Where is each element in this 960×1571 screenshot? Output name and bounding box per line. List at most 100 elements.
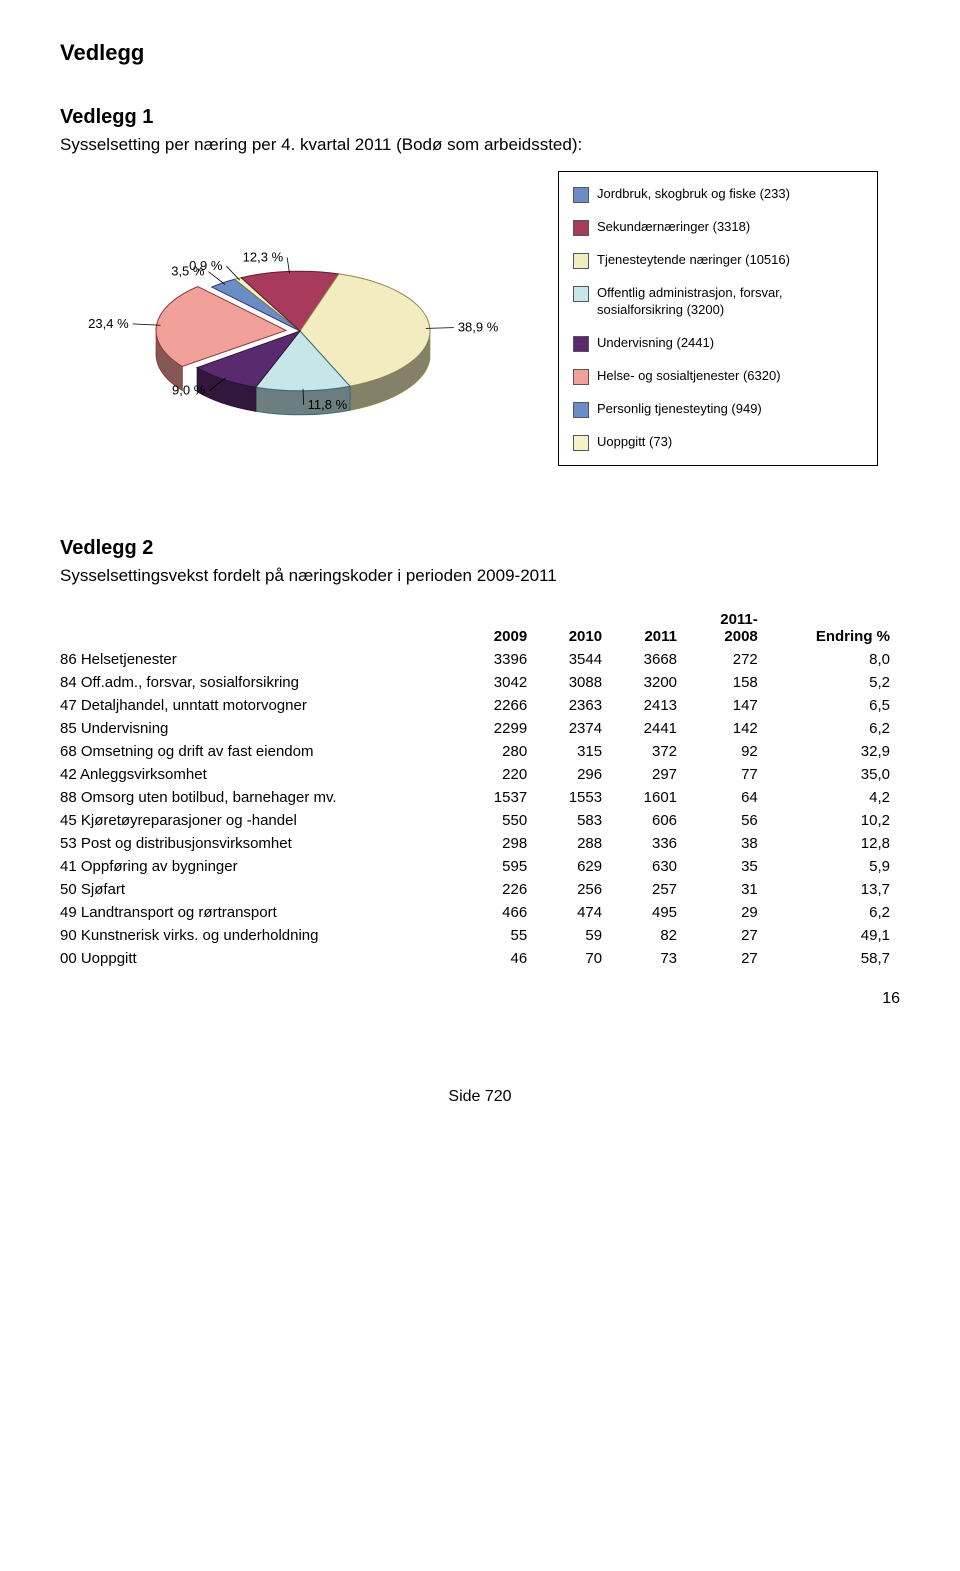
table-cell: 27 bbox=[687, 924, 768, 947]
pie-slice-label: 11,8 % bbox=[308, 397, 348, 412]
table-cell: 5,2 bbox=[768, 671, 900, 694]
legend-label: Personlig tjenesteyting (949) bbox=[597, 401, 762, 418]
table-cell: 630 bbox=[612, 855, 687, 878]
table-cell: 35,0 bbox=[768, 763, 900, 786]
pie-chart-block: 23,4 %3,5 %0,9 %12,3 %38,9 %11,8 %9,0 % … bbox=[60, 171, 900, 481]
table-cell: 272 bbox=[687, 648, 768, 671]
table-cell: 4,2 bbox=[768, 786, 900, 809]
table-header-row: 2009201020112011-2008Endring % bbox=[60, 608, 900, 648]
table-cell: 27 bbox=[687, 947, 768, 970]
table-cell: 58,7 bbox=[768, 947, 900, 970]
table-cell: 70 bbox=[537, 947, 612, 970]
table-cell: 606 bbox=[612, 809, 687, 832]
table-cell: 12,8 bbox=[768, 832, 900, 855]
table-row: 47 Detaljhandel, unntatt motorvogner2266… bbox=[60, 694, 900, 717]
table-cell: 92 bbox=[687, 740, 768, 763]
table-cell: 466 bbox=[462, 901, 537, 924]
legend-item: Tjenesteytende næringer (10516) bbox=[573, 252, 863, 269]
table-row: 41 Oppføring av bygninger595629630355,9 bbox=[60, 855, 900, 878]
legend-swatch bbox=[573, 435, 589, 451]
table-row: 00 Uoppgitt4670732758,7 bbox=[60, 947, 900, 970]
table-cell: 3200 bbox=[612, 671, 687, 694]
table-header-cell bbox=[60, 608, 462, 648]
growth-table: 2009201020112011-2008Endring %86 Helsetj… bbox=[60, 608, 900, 970]
table-cell: 64 bbox=[687, 786, 768, 809]
table-cell: 297 bbox=[612, 763, 687, 786]
table-row: 42 Anleggsvirksomhet2202962977735,0 bbox=[60, 763, 900, 786]
legend-swatch bbox=[573, 369, 589, 385]
table-row: 68 Omsetning og drift av fast eiendom280… bbox=[60, 740, 900, 763]
table-cell: 3396 bbox=[462, 648, 537, 671]
pie-chart: 23,4 %3,5 %0,9 %12,3 %38,9 %11,8 %9,0 % bbox=[60, 171, 540, 481]
table-cell: 550 bbox=[462, 809, 537, 832]
table-cell: 55 bbox=[462, 924, 537, 947]
table-cell: 49,1 bbox=[768, 924, 900, 947]
table-cell: 315 bbox=[537, 740, 612, 763]
legend-item: Helse- og sosialtjenester (6320) bbox=[573, 368, 863, 385]
table-row: 53 Post og distribusjonsvirksomhet298288… bbox=[60, 832, 900, 855]
table-cell: 2266 bbox=[462, 694, 537, 717]
legend-item: Personlig tjenesteyting (949) bbox=[573, 401, 863, 418]
table-row: 90 Kunstnerisk virks. og underholdning55… bbox=[60, 924, 900, 947]
table-header-cell: 2011-2008 bbox=[687, 608, 768, 648]
table-cell: 280 bbox=[462, 740, 537, 763]
table-cell: 2441 bbox=[612, 717, 687, 740]
table-row: 84 Off.adm., forsvar, sosialforsikring30… bbox=[60, 671, 900, 694]
table-cell: 47 Detaljhandel, unntatt motorvogner bbox=[60, 694, 462, 717]
table-cell: 85 Undervisning bbox=[60, 717, 462, 740]
table-cell: 298 bbox=[462, 832, 537, 855]
table-row: 49 Landtransport og rørtransport46647449… bbox=[60, 901, 900, 924]
heading-vedlegg-2: Vedlegg 2 bbox=[60, 537, 900, 560]
table-cell: 2299 bbox=[462, 717, 537, 740]
table-cell: 6,2 bbox=[768, 717, 900, 740]
table-row: 86 Helsetjenester3396354436682728,0 bbox=[60, 648, 900, 671]
legend-swatch bbox=[573, 253, 589, 269]
legend-swatch bbox=[573, 220, 589, 236]
table-cell: 629 bbox=[537, 855, 612, 878]
table-cell: 595 bbox=[462, 855, 537, 878]
table-cell: 00 Uoppgitt bbox=[60, 947, 462, 970]
pie-legend: Jordbruk, skogbruk og fiske (233)Sekundæ… bbox=[558, 171, 878, 466]
table-cell: 2413 bbox=[612, 694, 687, 717]
table-cell: 5,9 bbox=[768, 855, 900, 878]
table-cell: 90 Kunstnerisk virks. og underholdning bbox=[60, 924, 462, 947]
legend-label: Uoppgitt (73) bbox=[597, 434, 672, 451]
table-cell: 35 bbox=[687, 855, 768, 878]
table-cell: 41 Oppføring av bygninger bbox=[60, 855, 462, 878]
table-cell: 2363 bbox=[537, 694, 612, 717]
table-cell: 82 bbox=[612, 924, 687, 947]
table-cell: 226 bbox=[462, 878, 537, 901]
table-cell: 1553 bbox=[537, 786, 612, 809]
table-cell: 50 Sjøfart bbox=[60, 878, 462, 901]
table-cell: 3042 bbox=[462, 671, 537, 694]
table-cell: 495 bbox=[612, 901, 687, 924]
table-cell: 1537 bbox=[462, 786, 537, 809]
table-cell: 220 bbox=[462, 763, 537, 786]
table-cell: 336 bbox=[612, 832, 687, 855]
legend-swatch bbox=[573, 286, 589, 302]
table-cell: 583 bbox=[537, 809, 612, 832]
table-cell: 84 Off.adm., forsvar, sosialforsikring bbox=[60, 671, 462, 694]
legend-swatch bbox=[573, 402, 589, 418]
table-cell: 147 bbox=[687, 694, 768, 717]
intro-vedlegg-2: Sysselsettingsvekst fordelt på næringsko… bbox=[60, 566, 900, 586]
table-cell: 46 bbox=[462, 947, 537, 970]
legend-swatch bbox=[573, 336, 589, 352]
page-number: 16 bbox=[60, 990, 900, 1008]
heading-vedlegg: Vedlegg bbox=[60, 40, 900, 66]
table-header-cell: 2011 bbox=[612, 608, 687, 648]
table-cell: 32,9 bbox=[768, 740, 900, 763]
table-cell: 288 bbox=[537, 832, 612, 855]
pie-slice-label: 23,4 % bbox=[88, 316, 129, 331]
legend-label: Sekundærnæringer (3318) bbox=[597, 219, 750, 236]
table-cell: 73 bbox=[612, 947, 687, 970]
table-header-cell: 2010 bbox=[537, 608, 612, 648]
heading-vedlegg-1: Vedlegg 1 bbox=[60, 106, 900, 129]
table-cell: 53 Post og distribusjonsvirksomhet bbox=[60, 832, 462, 855]
table-header-cell: Endring % bbox=[768, 608, 900, 648]
table-cell: 2374 bbox=[537, 717, 612, 740]
table-row: 50 Sjøfart2262562573113,7 bbox=[60, 878, 900, 901]
legend-label: Helse- og sosialtjenester (6320) bbox=[597, 368, 781, 385]
table-cell: 296 bbox=[537, 763, 612, 786]
table-cell: 77 bbox=[687, 763, 768, 786]
